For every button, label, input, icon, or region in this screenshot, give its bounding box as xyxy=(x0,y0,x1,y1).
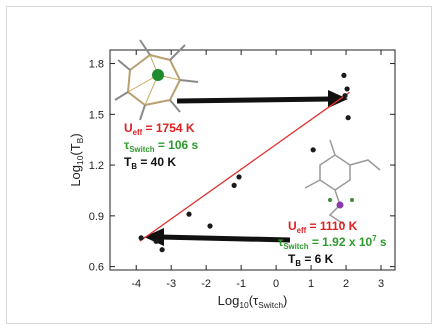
y-tick-label: 0.6 xyxy=(89,262,104,274)
figure: -4-3-2-101230.60.91.21.51.8Log10(τSwitch… xyxy=(0,0,438,330)
text-part: = 40 K xyxy=(137,155,176,169)
text-part: = 6 K xyxy=(301,252,334,266)
text-part: = 106 s xyxy=(155,138,199,152)
text-part: s xyxy=(377,235,387,249)
point xyxy=(207,223,212,228)
text-part: = 1754 K xyxy=(142,121,195,135)
x-tick-label: 1 xyxy=(308,278,314,290)
x-tick-label: -4 xyxy=(131,278,141,290)
y-tick-label: 0.9 xyxy=(89,211,104,223)
x-tick-label: 2 xyxy=(343,278,349,290)
point xyxy=(139,235,144,240)
x-tick-label: -2 xyxy=(201,278,211,290)
point xyxy=(232,183,237,188)
point xyxy=(160,247,165,252)
text-part: U xyxy=(124,121,133,135)
point xyxy=(346,115,351,120)
point xyxy=(342,93,347,98)
subscript: 10 xyxy=(75,155,85,165)
text-part: U xyxy=(288,219,297,233)
y-tick-label: 1.8 xyxy=(89,59,104,71)
text-part: Log xyxy=(218,293,240,308)
point xyxy=(341,73,346,78)
point xyxy=(154,239,159,244)
x-tick-label: 0 xyxy=(273,278,279,290)
text-part: (T xyxy=(68,143,83,155)
subscript: Switch xyxy=(258,300,283,310)
point xyxy=(236,174,241,179)
y-tick-label: 1.5 xyxy=(89,109,104,121)
text-part: ) xyxy=(283,293,287,308)
subscript: Switch xyxy=(283,242,308,251)
subscript: 10 xyxy=(239,300,249,310)
x-tick-label: -3 xyxy=(166,278,176,290)
x-tick-label: 3 xyxy=(378,278,384,290)
subscript: Switch xyxy=(129,145,154,154)
point xyxy=(311,147,316,152)
text-part: = 1.92 x 10 xyxy=(309,235,373,249)
text-part: ) xyxy=(68,133,83,137)
y-tick-label: 1.2 xyxy=(89,160,104,172)
point xyxy=(186,212,191,217)
x-tick-label: -1 xyxy=(236,278,246,290)
text-part: = 1110 K xyxy=(306,219,357,233)
subscript: eff xyxy=(297,226,307,235)
text-part: Log xyxy=(68,165,83,187)
arrow-2 xyxy=(160,237,290,240)
point xyxy=(344,86,349,91)
annotation: TB = 6 K xyxy=(288,252,334,268)
arrow-1 xyxy=(177,99,330,101)
subscript: eff xyxy=(133,128,143,137)
